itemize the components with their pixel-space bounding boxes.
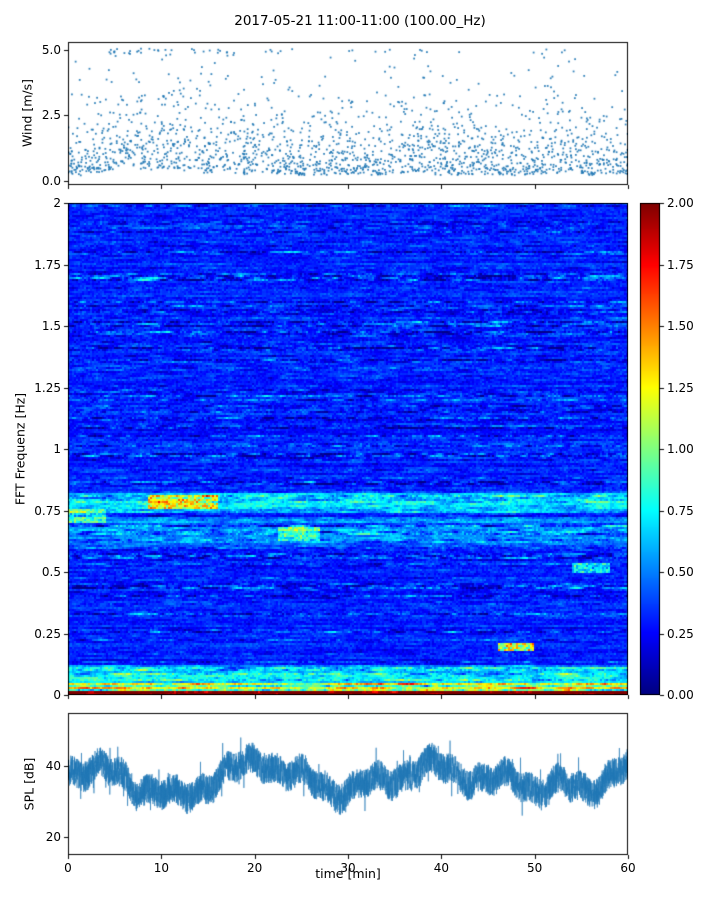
colorbar-tick-label: 1.25 (667, 380, 694, 395)
xtick-label: 40 (433, 861, 449, 875)
colorbar-tick-label: 0.25 (667, 626, 694, 641)
spectrogram-ytick-label: 1 (53, 442, 61, 456)
colorbar-tick-label: 1.00 (667, 442, 694, 456)
spectrogram-ytick-label: 2 (53, 196, 61, 210)
spectrogram-ytick-label: 0 (53, 688, 61, 702)
xtick-label: 50 (527, 861, 543, 875)
wind-ytick-label: 0.0 (41, 174, 61, 189)
xtick-label: 60 (620, 861, 636, 875)
spectrogram-ytick-label: 1.75 (34, 257, 61, 272)
spectrogram-ytick-label: 0.75 (34, 503, 61, 518)
colorbar-tick-label: 1.50 (667, 319, 694, 333)
spectrogram-ytick-label: 0.25 (34, 626, 61, 641)
xtick-label: 0 (64, 861, 72, 875)
spectrogram-ytick-label: 1.25 (34, 380, 61, 395)
colorbar-tick-label: 0.00 (667, 688, 694, 702)
spectrogram-ytick-label: 0.5 (41, 565, 61, 579)
wind-ytick-label: 2.5 (41, 108, 61, 123)
wind-ytick-label: 5.0 (41, 42, 61, 57)
colorbar-tick-label: 0.75 (667, 503, 694, 518)
xtick-label: 30 (340, 861, 356, 875)
spectrogram-ytick-label: 1.5 (41, 319, 61, 333)
colorbar-tick-label: 0.50 (667, 565, 694, 579)
xtick-label: 20 (247, 861, 263, 875)
spl-ytick-label: 20 (45, 830, 61, 845)
spl-ytick-label: 40 (45, 759, 61, 774)
colorbar-tick-label: 1.75 (667, 257, 694, 272)
xtick-label: 10 (153, 861, 169, 875)
colorbar-tick-label: 2.00 (667, 196, 694, 210)
